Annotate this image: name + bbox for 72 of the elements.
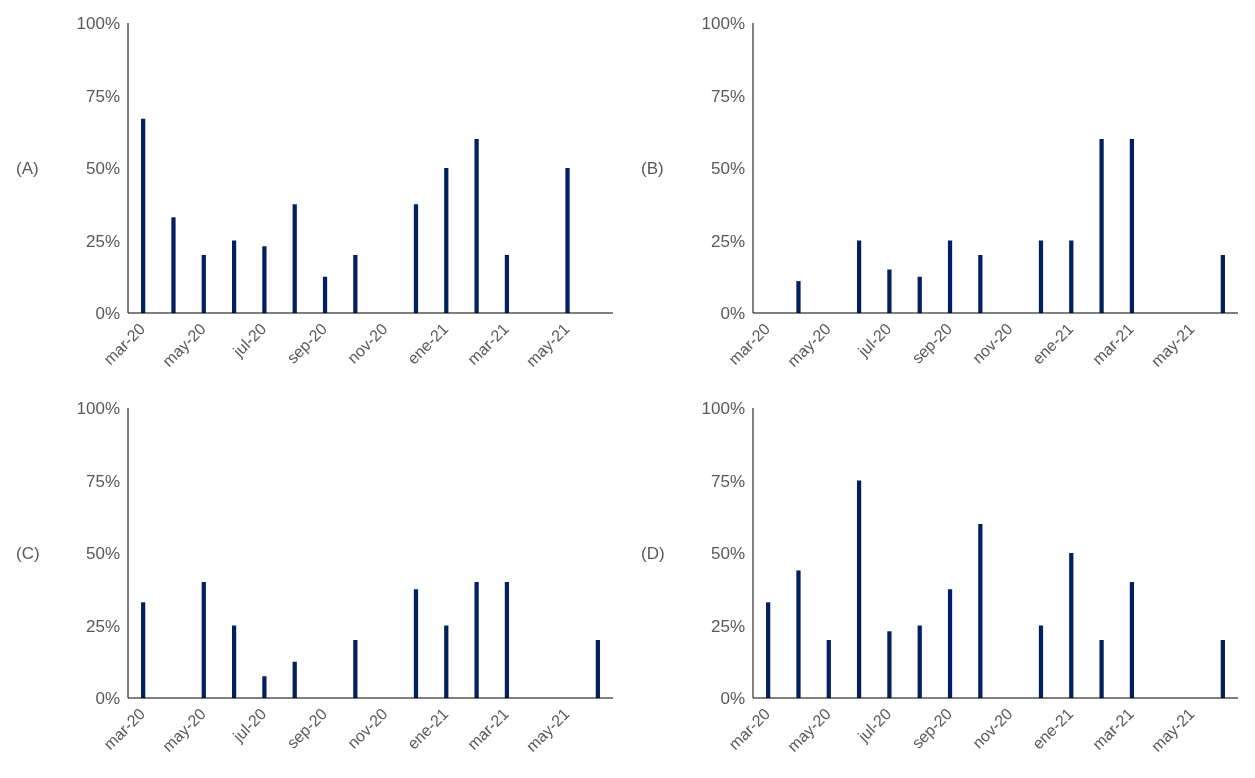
bar: [978, 524, 983, 698]
y-tick-label: 100%: [76, 399, 120, 419]
bar: [856, 240, 862, 313]
bar: [474, 139, 479, 313]
y-axis-title: (B): [641, 159, 664, 179]
bar: [141, 602, 146, 698]
bar: [292, 204, 297, 313]
bar: [474, 582, 479, 698]
bar: [1220, 255, 1225, 313]
bar: [1220, 640, 1225, 698]
bar: [796, 281, 801, 313]
y-axis-title: (C): [16, 544, 40, 564]
bar: [917, 625, 922, 698]
bar: [444, 168, 449, 313]
bar: [201, 255, 206, 313]
bar: [1038, 240, 1044, 313]
bar: [947, 589, 953, 698]
bar: [504, 255, 510, 313]
y-tick-label: 0%: [720, 689, 745, 709]
bar: [171, 217, 176, 313]
bar: [1099, 139, 1104, 313]
bar: [887, 269, 892, 313]
bar: [565, 168, 570, 313]
bar: [1069, 553, 1074, 698]
bar: [504, 582, 510, 698]
y-tick-label: 100%: [701, 14, 745, 34]
bar: [262, 246, 267, 313]
bar: [1129, 582, 1135, 698]
bar: [353, 255, 358, 313]
y-tick-label: 50%: [710, 544, 745, 564]
y-tick-label: 75%: [710, 471, 745, 491]
y-tick-label: 75%: [85, 471, 120, 491]
bar: [1099, 640, 1104, 698]
bar: [292, 661, 297, 698]
bar: [231, 240, 237, 313]
bar: [1069, 240, 1074, 313]
y-tick-label: 100%: [76, 14, 120, 34]
bar: [322, 276, 328, 313]
y-tick-label: 50%: [85, 159, 120, 179]
bar: [141, 118, 146, 313]
bar: [262, 676, 267, 698]
bar: [413, 589, 419, 698]
y-tick-label: 75%: [710, 86, 745, 106]
y-tick-label: 25%: [85, 231, 120, 251]
bar: [766, 602, 771, 698]
bar: [796, 570, 801, 698]
bar: [201, 582, 206, 698]
bar: [947, 240, 953, 313]
y-tick-label: 0%: [720, 304, 745, 324]
y-tick-label: 50%: [710, 159, 745, 179]
y-axis-title: (A): [16, 159, 39, 179]
bar: [413, 204, 419, 313]
bar: [444, 625, 449, 698]
bar: [917, 276, 922, 313]
y-tick-label: 25%: [710, 231, 745, 251]
bar: [856, 480, 862, 698]
bar: [1129, 139, 1135, 313]
y-tick-label: 0%: [95, 689, 120, 709]
bar: [887, 631, 892, 698]
y-axis-title: (D): [641, 544, 665, 564]
y-tick-label: 50%: [85, 544, 120, 564]
y-tick-label: 0%: [95, 304, 120, 324]
bar: [1038, 625, 1044, 698]
bar: [978, 255, 983, 313]
y-tick-label: 100%: [701, 399, 745, 419]
y-tick-label: 75%: [85, 86, 120, 106]
bar: [826, 640, 831, 698]
y-tick-label: 25%: [85, 616, 120, 636]
bar: [595, 640, 600, 698]
bar: [231, 625, 237, 698]
bar: [353, 640, 358, 698]
y-tick-label: 25%: [710, 616, 745, 636]
